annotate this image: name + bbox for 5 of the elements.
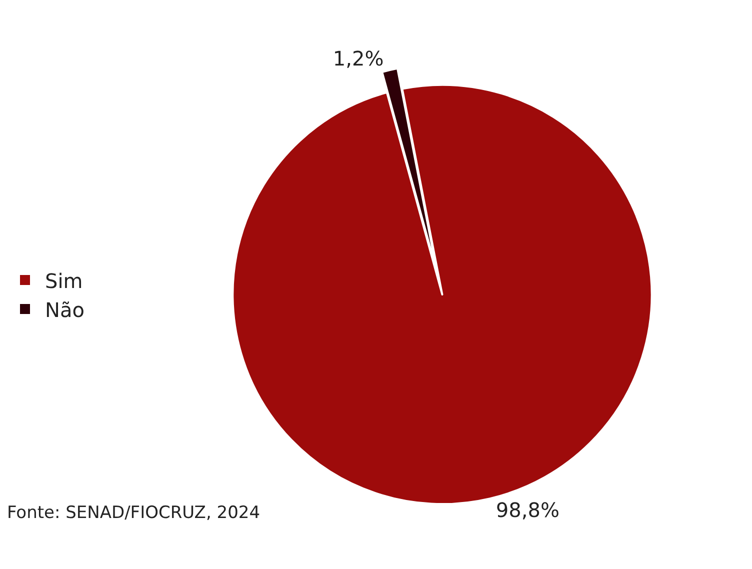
data-label: 1,2% [332, 46, 384, 71]
source-note: Fonte: SENAD/FIOCRUZ, 2024 [7, 503, 260, 523]
data-label: 98,8% [496, 498, 560, 522]
legend-label: Não [45, 298, 84, 322]
legend-label: Sim [45, 268, 83, 293]
